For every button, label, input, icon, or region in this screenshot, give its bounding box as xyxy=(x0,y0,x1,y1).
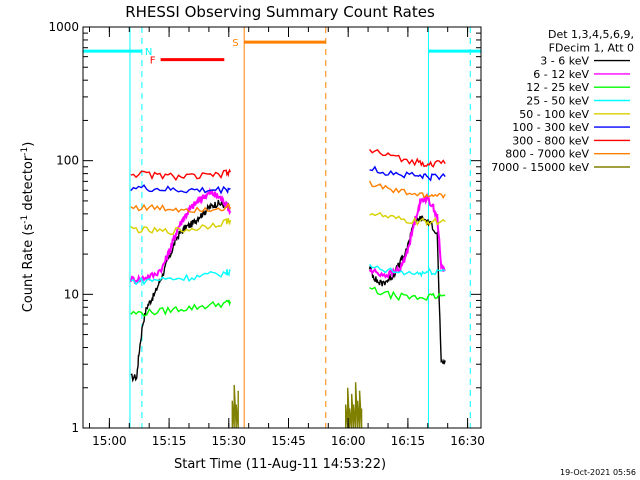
series-line-6-seg-1 xyxy=(369,149,446,168)
series-line-3-seg-0 xyxy=(130,268,231,286)
series-line-4-seg-1 xyxy=(369,212,446,227)
x-tick-label-6: 16:30 xyxy=(450,434,485,448)
x-tick-label-4: 16:00 xyxy=(331,434,366,448)
legend-label-8: 7000 - 15000 keV xyxy=(491,161,589,174)
legend-label-7: 800 - 7000 keV xyxy=(505,148,589,161)
legend-header-0: Det 1,3,4,5,6,9, xyxy=(548,28,634,41)
series-line-6-seg-0 xyxy=(130,168,231,182)
legend: Det 1,3,4,5,6,9,FDecim 1, Att 03 - 6 keV… xyxy=(491,28,634,174)
series-line-7-seg-0 xyxy=(130,203,231,214)
legend-label-2: 12 - 25 keV xyxy=(526,81,589,94)
chart-title: RHESSI Observing Summary Count Rates xyxy=(125,3,435,21)
x-tick-label-1: 15:15 xyxy=(152,434,187,448)
series-line-5-seg-1 xyxy=(369,165,446,182)
legend-label-3: 25 - 50 keV xyxy=(526,95,589,108)
x-tick-label-0: 15:00 xyxy=(92,434,127,448)
series-line-8-seg-0 xyxy=(231,384,239,429)
legend-label-0: 3 - 6 keV xyxy=(540,55,589,68)
legend-label-6: 300 - 800 keV xyxy=(512,134,589,147)
series-line-2-seg-1 xyxy=(369,286,446,302)
flag-label-s: S xyxy=(232,38,238,49)
series-line-3-seg-1 xyxy=(369,264,446,278)
plot-frame xyxy=(82,26,482,429)
series-line-0-seg-1 xyxy=(368,215,446,365)
y-tick-label-1: 10 xyxy=(64,287,79,301)
y-tick-label-2: 100 xyxy=(56,154,79,168)
x-tick-label-5: 16:15 xyxy=(391,434,426,448)
series-line-7-seg-1 xyxy=(368,180,446,199)
legend-header-1: FDecim 1, Att 0 xyxy=(549,41,634,54)
series-line-4-seg-0 xyxy=(130,217,231,236)
x-tick-label-3: 15:45 xyxy=(271,434,306,448)
x-axis-label: Start Time (11-Aug-11 14:53:22) xyxy=(174,457,386,472)
flag-label-f: F xyxy=(150,56,156,67)
footer-timestamp: 19-Oct-2021 05:56 xyxy=(560,468,636,477)
legend-label-4: 50 - 100 keV xyxy=(519,108,589,121)
flag-label-n: N xyxy=(145,47,152,58)
x-tick-label-2: 15:30 xyxy=(211,434,246,448)
series-line-5-seg-0 xyxy=(130,184,231,195)
legend-label-1: 6 - 12 keV xyxy=(533,68,589,81)
series-line-1-seg-0 xyxy=(129,187,232,285)
series-line-2-seg-0 xyxy=(130,299,231,317)
y-tick-label-3: 1000 xyxy=(48,20,79,34)
y-tick-label-0: 1 xyxy=(71,421,79,435)
plot-area: NF S 1 10 100 1000 15:00 15:15 15:30 15:45 16:00 16… xyxy=(48,20,484,448)
series-line-1-seg-1 xyxy=(368,192,446,280)
y-axis-label: Count Rate (s-1 detector-1) xyxy=(20,142,36,313)
legend-label-5: 100 - 300 keV xyxy=(512,121,589,134)
series-line-8-seg-1 xyxy=(345,382,363,429)
